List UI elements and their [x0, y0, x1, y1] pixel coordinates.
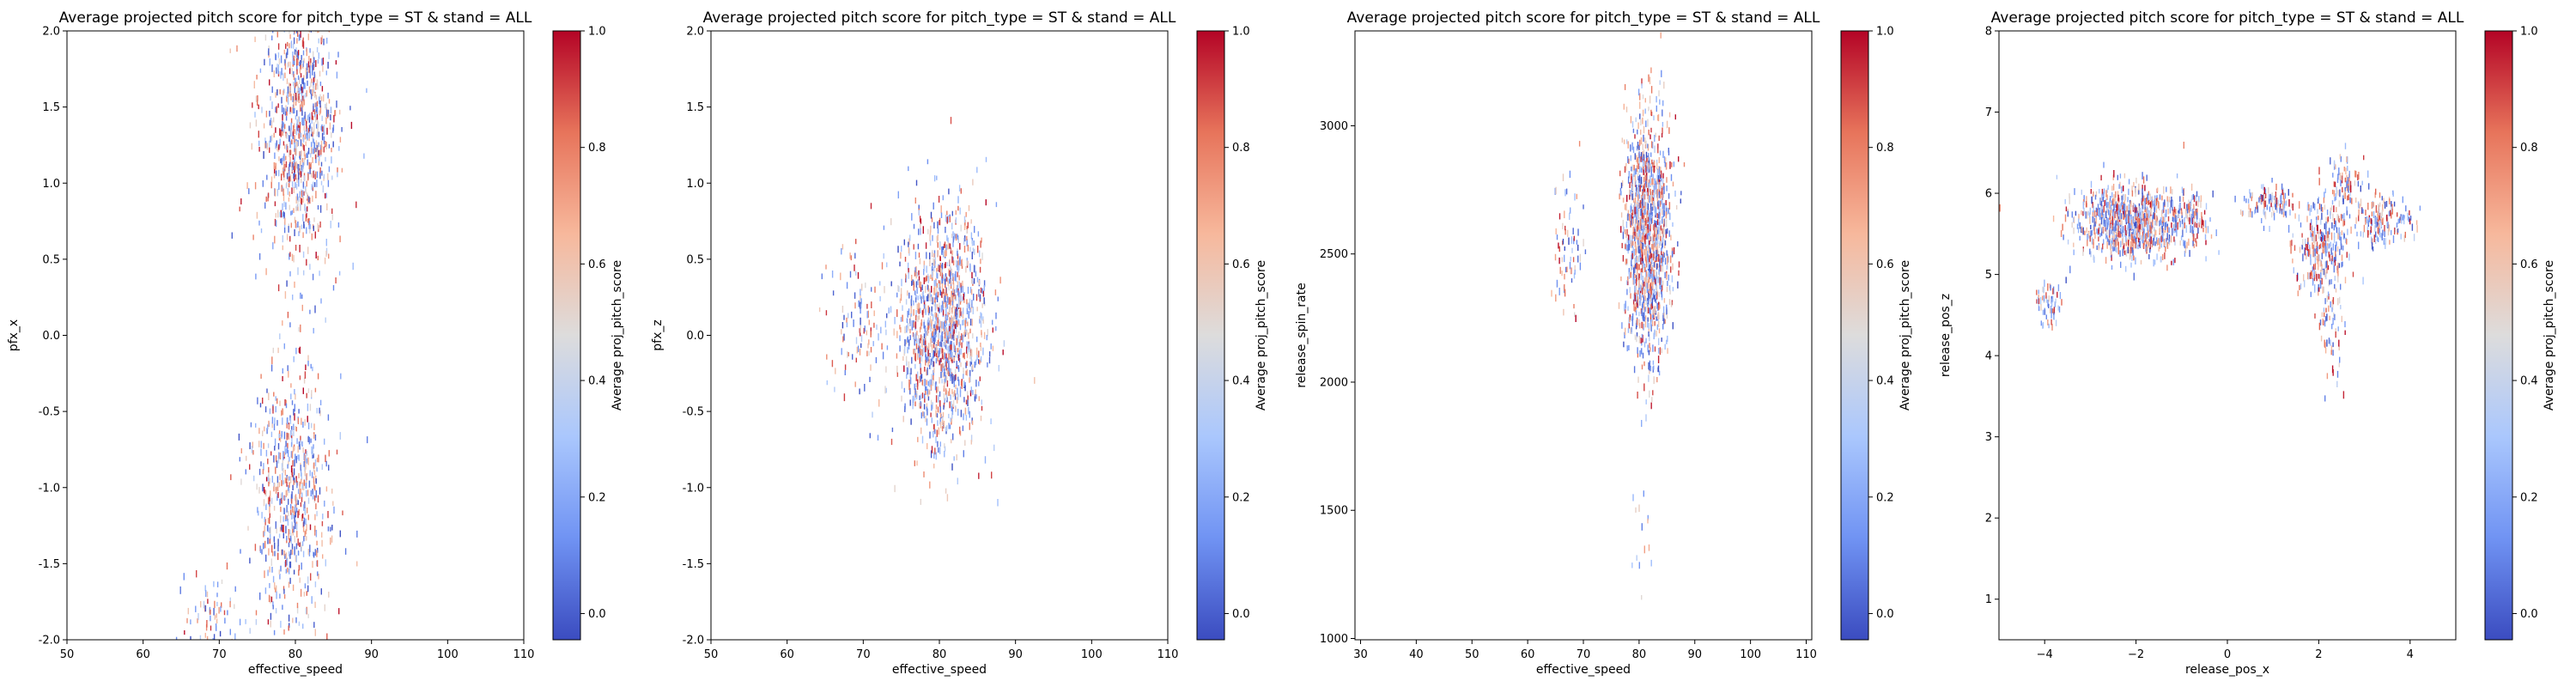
colorbar-tick-label: 0.8	[1876, 142, 1894, 155]
scatter-points	[818, 117, 1036, 507]
colorbar-tick-label: 0.2	[1876, 491, 1894, 504]
x-tick-label: 100	[1740, 648, 1761, 661]
x-tick-label: 80	[1632, 648, 1647, 661]
x-tick-label: 50	[704, 648, 719, 661]
colorbar-tick-label: 0.2	[1232, 491, 1250, 504]
y-tick-label: 0.0	[42, 330, 60, 343]
chart-title: Average projected pitch score for pitch_…	[59, 9, 532, 27]
scatter-points	[175, 31, 368, 640]
x-axis-label: effective_speed	[892, 663, 987, 677]
y-axis-label: release_spin_rate	[1295, 283, 1309, 387]
colorbar-tick-label: 0.0	[1232, 608, 1250, 621]
colorbar-tick-label: 0.2	[588, 491, 606, 504]
scatter-points	[1999, 142, 2421, 402]
y-tick-label: 0.5	[42, 253, 60, 266]
colorbar	[1840, 30, 1869, 641]
y-tick-label: 1500	[1320, 505, 1348, 518]
x-tick-label: 110	[513, 648, 535, 661]
y-tick-label: -2.0	[39, 635, 60, 647]
colorbar-label: Average proj_pitch_score	[611, 260, 624, 410]
y-tick-label: -1.0	[39, 482, 60, 495]
y-tick-label: 2500	[1320, 248, 1348, 261]
x-tick-label: 70	[212, 648, 227, 661]
x-tick-label: 60	[780, 648, 794, 661]
colorbar-tick-label: 0.4	[1232, 375, 1250, 388]
y-tick-label: 2000	[1320, 376, 1348, 389]
x-tick-label: 70	[1577, 648, 1591, 661]
x-tick-label: 80	[933, 648, 947, 661]
colorbar-tick-label: 1.0	[1232, 26, 1250, 39]
colorbar-tick-label: 1.0	[1876, 26, 1894, 39]
x-tick-label: 90	[364, 648, 379, 661]
scatter-points	[1551, 32, 1686, 600]
x-tick-label: 40	[1409, 648, 1424, 661]
y-tick-label: -0.5	[39, 406, 60, 419]
y-tick-label: 0.0	[686, 330, 704, 343]
y-axis-label: pfx_x	[7, 319, 21, 351]
x-tick-label: 50	[1465, 648, 1479, 661]
x-tick-label: 60	[1521, 648, 1535, 661]
y-tick-label: 1.0	[686, 178, 704, 191]
colorbar-tick-label: 0.0	[588, 608, 606, 621]
x-tick-label: 110	[1795, 648, 1817, 661]
x-tick-label: 90	[1008, 648, 1023, 661]
x-tick-label: 50	[60, 648, 75, 661]
y-tick-label: 1.0	[42, 178, 60, 191]
x-tick-label: 70	[856, 648, 871, 661]
y-tick-label: -1.5	[39, 558, 60, 571]
y-tick-label: -2.0	[683, 635, 704, 647]
x-tick-label: 30	[1353, 648, 1368, 661]
chart-title: Average projected pitch score for pitch_…	[703, 9, 1176, 27]
y-tick-label: 1000	[1320, 633, 1348, 646]
colorbar-tick-label: 0.6	[1232, 258, 1250, 271]
x-tick-label: 90	[1687, 648, 1702, 661]
colorbar-tick-label: 0.6	[588, 258, 606, 271]
colorbar-label: Average proj_pitch_score	[1255, 260, 1268, 410]
colorbar-tick-label: 0.6	[1876, 258, 1894, 271]
x-axis-label: effective_speed	[248, 663, 343, 677]
y-tick-label: -0.5	[683, 406, 704, 419]
y-tick-label: 2.0	[42, 26, 60, 39]
y-tick-label: 1.5	[42, 101, 60, 114]
y-axis-label: pfx_z	[651, 319, 665, 350]
y-tick-label: -1.0	[683, 482, 704, 495]
x-tick-label: 100	[1081, 648, 1103, 661]
x-tick-label: 60	[136, 648, 150, 661]
colorbar	[1196, 30, 1225, 641]
colorbar-label: Average proj_pitch_score	[1899, 260, 1912, 410]
y-tick-label: 1.5	[686, 101, 704, 114]
chart-title: Average projected pitch score for pitch_…	[1347, 9, 1820, 27]
x-tick-label: 80	[289, 648, 303, 661]
x-tick-label: 100	[437, 648, 459, 661]
colorbar-tick-label: 0.8	[1232, 142, 1250, 155]
colorbar-tick-label: 0.4	[588, 375, 606, 388]
y-tick-label: 3000	[1320, 120, 1348, 133]
colorbar-tick-label: 0.4	[1876, 375, 1894, 388]
colorbar-tick-label: 0.8	[588, 142, 606, 155]
x-tick-label: 110	[1157, 648, 1179, 661]
x-axis-label: effective_speed	[1536, 663, 1631, 677]
y-tick-label: 2.0	[686, 26, 704, 39]
y-tick-label: -1.5	[683, 558, 704, 571]
colorbar-tick-label: 1.0	[588, 26, 606, 39]
colorbar	[552, 30, 581, 641]
y-tick-label: 0.5	[686, 253, 704, 266]
colorbar-tick-label: 0.0	[1876, 608, 1894, 621]
